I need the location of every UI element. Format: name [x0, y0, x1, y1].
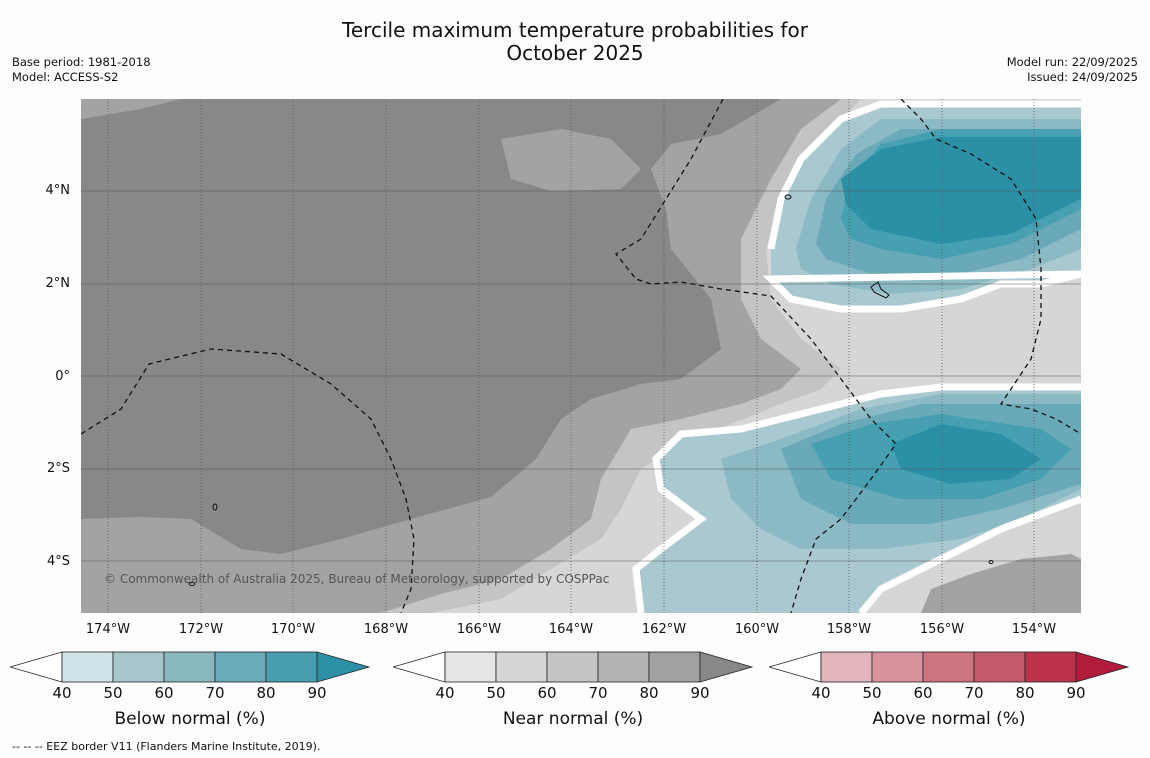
colorbar-tick-label: 60 [537, 684, 557, 702]
colorbar-title-near: Near normal (%) [502, 709, 644, 729]
lat-label: 0° [55, 369, 70, 384]
colorbar-tick-label: 40 [52, 684, 72, 702]
colorbar-above [769, 651, 1129, 683]
lon-label: 158°W [826, 622, 872, 637]
colorbar-extend-high [699, 651, 753, 683]
lat-label: 4°N [45, 183, 71, 198]
colorbar-segment [265, 651, 318, 683]
lon-label: 172°W [178, 622, 224, 637]
near-dark-patch [921, 554, 1081, 613]
colorbar-tick-label: 40 [435, 684, 455, 702]
colorbar-segment [546, 651, 599, 683]
colorbar-segment [444, 651, 497, 683]
colorbar-tick-label: 50 [486, 684, 506, 702]
colorbar-segment [648, 651, 701, 683]
colorbar-extend-high [316, 651, 370, 683]
colorbar-extend-low [10, 651, 63, 683]
colorbar-segment [61, 651, 114, 683]
colorbar-segment [112, 651, 165, 683]
colorbar-tick-label: 70 [205, 684, 225, 702]
copyright-notice: © Commonwealth of Australia 2025, Bureau… [104, 572, 610, 586]
colorbar-segment [597, 651, 650, 683]
lat-label: 2°N [45, 276, 71, 291]
colorbar-extend-low [769, 651, 822, 683]
colorbar-tick-label: 80 [256, 684, 276, 702]
colorbar-tick-label: 90 [690, 684, 710, 702]
islands [188, 194, 994, 586]
colorbar-segment [495, 651, 548, 683]
meta-left: Base period: 1981-2018 Model: ACCESS-S2 [12, 55, 151, 85]
lon-label: 154°W [1011, 622, 1057, 637]
issued-date: Issued: 24/09/2025 [1027, 70, 1138, 84]
colorbar-tick-label: 70 [588, 684, 608, 702]
near-mid-topleft [81, 99, 181, 119]
colorbar-tick-label: 60 [913, 684, 933, 702]
colorbar-tick-label: 80 [1015, 684, 1035, 702]
map-svg [81, 99, 1081, 613]
model-run: Model run: 22/09/2025 [1006, 55, 1138, 69]
colorbar-tick-label: 90 [307, 684, 327, 702]
colorbar-segment [214, 651, 267, 683]
below-north-90 [841, 137, 1081, 244]
lon-label: 166°W [456, 622, 502, 637]
colorbar-segment [163, 651, 216, 683]
colorbar-extend-low [393, 651, 446, 683]
colorbar-tick-label: 40 [811, 684, 831, 702]
lon-label: 160°W [734, 622, 780, 637]
colorbar-below [10, 651, 370, 683]
meta-right: Model run: 22/09/2025 Issued: 24/09/2025 [1007, 55, 1138, 85]
colorbar-segment [922, 651, 975, 683]
eez-borders [81, 99, 1081, 613]
above-40-south-contour [632, 383, 1081, 613]
colorbar-tick-label: 60 [154, 684, 174, 702]
colorbar-near [393, 651, 753, 683]
eez-footnote: -- -- -- EEZ border V11 (Flanders Marine… [12, 740, 321, 753]
base-period: Base period: 1981-2018 [12, 55, 151, 69]
colorbar-title-below: Below normal (%) [114, 709, 266, 729]
colorbar-tick-label: 50 [862, 684, 882, 702]
chart-title: Tercile maximum temperature probabilitie… [0, 19, 1150, 65]
colorbar-tick-label: 80 [639, 684, 659, 702]
colorbar-tick-label: 50 [103, 684, 123, 702]
colorbar-tick-label: 90 [1066, 684, 1086, 702]
lon-label: 162°W [641, 622, 687, 637]
title-line-1: Tercile maximum temperature probabilitie… [342, 18, 808, 42]
colorbar-segment [871, 651, 924, 683]
title-line-2: October 2025 [506, 41, 644, 65]
colorbar-title-above: Above normal (%) [872, 709, 1026, 729]
colorbar-segment [820, 651, 873, 683]
colorbar-extend-high [1075, 651, 1129, 683]
lon-label: 156°W [919, 622, 965, 637]
colorbar-segment [1024, 651, 1077, 683]
lon-label: 164°W [548, 622, 594, 637]
colorbar-segment [973, 651, 1026, 683]
lon-label: 168°W [363, 622, 409, 637]
latitude-lines [81, 190, 1081, 562]
lat-label: 4°S [46, 554, 70, 569]
colorbar-tick-label: 70 [964, 684, 984, 702]
lon-label: 170°W [270, 622, 316, 637]
lat-label: 2°S [46, 461, 70, 476]
probability-map [81, 99, 1081, 613]
lon-label: 174°W [85, 622, 131, 637]
model-name: Model: ACCESS-S2 [12, 70, 119, 84]
